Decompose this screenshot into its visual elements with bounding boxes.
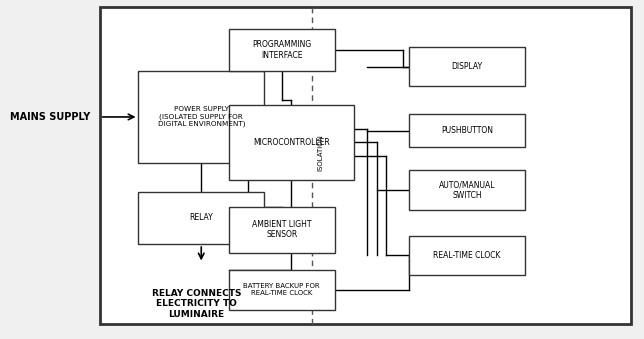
Text: REAL-TIME CLOCK: REAL-TIME CLOCK xyxy=(433,251,500,260)
Bar xyxy=(100,7,631,324)
Text: PUSHBUTTON: PUSHBUTTON xyxy=(441,126,493,135)
Bar xyxy=(229,29,335,71)
Text: BATTERY BACKUP FOR
REAL-TIME CLOCK: BATTERY BACKUP FOR REAL-TIME CLOCK xyxy=(243,283,320,296)
Bar xyxy=(409,47,525,86)
Text: MICROCONTROLLER: MICROCONTROLLER xyxy=(253,138,330,147)
Text: DISPLAY: DISPLAY xyxy=(451,62,482,72)
Bar xyxy=(138,71,264,163)
Bar xyxy=(229,270,335,310)
Text: AUTO/MANUAL
SWITCH: AUTO/MANUAL SWITCH xyxy=(439,180,495,200)
Bar xyxy=(409,114,525,147)
Bar xyxy=(229,105,354,180)
Bar xyxy=(138,192,264,244)
Bar xyxy=(409,170,525,210)
Bar xyxy=(229,207,335,253)
Text: RELAY CONNECTS
ELECTRICITY TO
LUMINAIRE: RELAY CONNECTS ELECTRICITY TO LUMINAIRE xyxy=(152,289,241,319)
Text: POWER SUPPLY
(ISOLATED SUPPLY FOR
DIGITAL ENVIRONMENT): POWER SUPPLY (ISOLATED SUPPLY FOR DIGITA… xyxy=(158,106,245,127)
Text: RELAY: RELAY xyxy=(189,213,213,222)
Text: PROGRAMMING
INTERFACE: PROGRAMMING INTERFACE xyxy=(252,40,312,60)
Text: ISOLATION: ISOLATION xyxy=(317,134,323,171)
Text: MAINS SUPPLY: MAINS SUPPLY xyxy=(10,112,90,122)
Text: AMBIENT LIGHT
SENSOR: AMBIENT LIGHT SENSOR xyxy=(252,220,312,239)
Bar xyxy=(409,236,525,275)
